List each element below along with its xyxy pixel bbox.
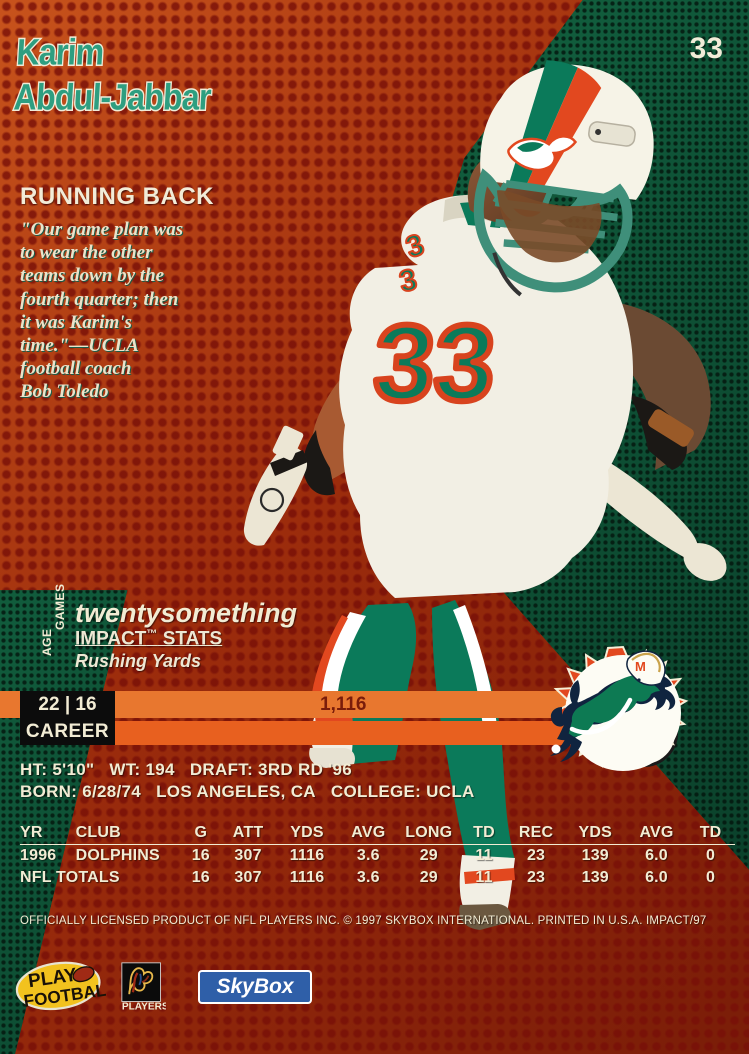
svg-text:PLAYERS: PLAYERS — [122, 1002, 166, 1013]
svg-text:33: 33 — [370, 302, 499, 423]
svg-text:M: M — [635, 659, 646, 674]
